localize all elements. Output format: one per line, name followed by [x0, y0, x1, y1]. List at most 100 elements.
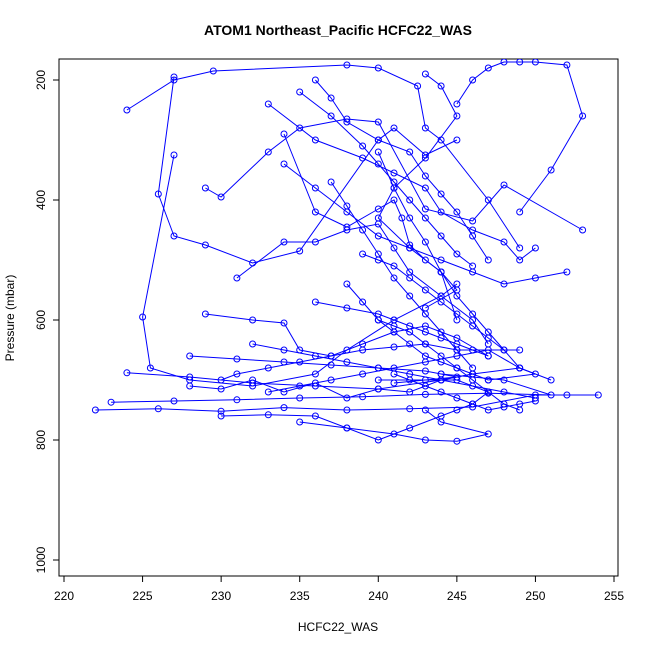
data-point [390, 379, 398, 387]
data-point [469, 232, 477, 240]
series-line [126, 64, 521, 249]
data-point [146, 364, 154, 372]
data-point [359, 154, 367, 162]
data-point [421, 205, 429, 213]
data-point [421, 436, 429, 444]
data-point [500, 280, 508, 288]
data-point [516, 346, 524, 354]
data-point [421, 172, 429, 180]
data-point [453, 373, 461, 381]
data-point [390, 184, 398, 192]
data-point [421, 286, 429, 294]
data-point [186, 382, 194, 390]
data-point [327, 361, 335, 369]
data-point [390, 169, 398, 177]
data-point [421, 340, 429, 348]
data-point [484, 352, 492, 360]
data-point [390, 370, 398, 378]
data-point [500, 181, 508, 189]
data-point [469, 310, 477, 318]
x-tick-label: 230 [211, 589, 231, 603]
series-15 [264, 100, 539, 264]
data-point [469, 346, 477, 354]
x-axis-label: HCFC22_WAS [298, 620, 378, 634]
series-23 [264, 346, 555, 396]
data-point [170, 232, 178, 240]
series-line [220, 343, 520, 381]
data-point [516, 244, 524, 252]
series-5 [201, 115, 587, 234]
data-point [327, 94, 335, 102]
data-point [594, 391, 602, 399]
series-6 [233, 220, 492, 348]
data-point [374, 205, 382, 213]
data-point [91, 406, 99, 414]
data-point [579, 226, 587, 234]
x-tick-label: 225 [133, 589, 153, 603]
data-point [311, 412, 319, 420]
data-point [453, 136, 461, 144]
data-point [107, 398, 115, 406]
series-line [378, 319, 520, 411]
data-point [359, 370, 367, 378]
series-11 [107, 370, 555, 406]
data-point [280, 160, 288, 168]
data-point [139, 313, 147, 321]
data-point [453, 286, 461, 294]
data-point [421, 184, 429, 192]
data-point [374, 148, 382, 156]
data-point [201, 310, 209, 318]
data-point [390, 196, 398, 204]
data-point [327, 178, 335, 186]
data-point [563, 268, 571, 276]
series-line [267, 103, 536, 261]
data-point [398, 214, 406, 222]
data-point [406, 328, 414, 336]
data-point [233, 355, 241, 363]
data-point [327, 376, 335, 384]
data-point [421, 382, 429, 390]
data-point [406, 274, 414, 282]
data-point [516, 256, 524, 264]
data-point [390, 124, 398, 132]
data-point [264, 411, 272, 419]
data-point [374, 316, 382, 324]
data-point [406, 196, 414, 204]
data-point [374, 136, 382, 144]
data-point [547, 391, 555, 399]
data-point [249, 379, 257, 387]
data-point [296, 88, 304, 96]
data-point [469, 268, 477, 276]
data-point [579, 112, 587, 120]
series-30 [453, 59, 587, 216]
y-tick-label: 200 [34, 70, 48, 90]
data-point [280, 130, 288, 138]
data-point [154, 405, 162, 413]
series-2 [154, 73, 461, 267]
data-point [296, 124, 304, 132]
series-line [456, 61, 584, 213]
data-point [217, 407, 225, 415]
x-tick-label: 240 [368, 589, 388, 603]
data-point [531, 397, 539, 405]
data-point [217, 193, 225, 201]
data-point [421, 124, 429, 132]
data-point [421, 390, 429, 398]
series-line [377, 73, 458, 309]
series-line [315, 301, 489, 357]
data-point [217, 412, 225, 420]
series-line [111, 373, 552, 403]
data-point [500, 376, 508, 384]
data-point [374, 118, 382, 126]
data-point [296, 358, 304, 366]
data-point [484, 64, 492, 72]
data-point [280, 404, 288, 412]
data-point [311, 370, 319, 378]
data-point [531, 370, 539, 378]
data-point [500, 403, 508, 411]
data-point [421, 238, 429, 246]
data-point [359, 393, 367, 401]
data-point [296, 394, 304, 402]
data-point [453, 208, 461, 216]
data-point [201, 241, 209, 249]
